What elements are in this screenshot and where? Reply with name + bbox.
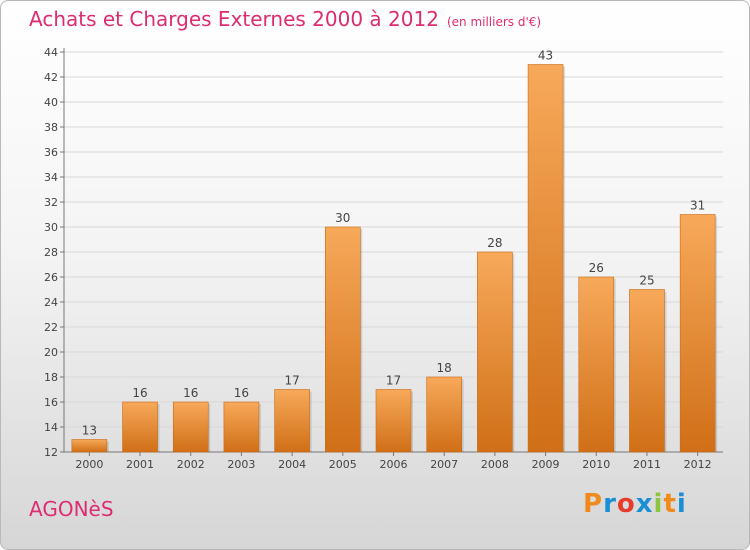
y-tick-label: 18	[44, 371, 58, 384]
y-tick-label: 16	[44, 396, 58, 409]
bar	[375, 389, 412, 453]
data-label: 43	[538, 49, 553, 63]
y-tick-label: 12	[44, 446, 58, 459]
bar	[122, 401, 158, 453]
logo-letter: r	[603, 489, 617, 519]
data-label: 26	[589, 261, 604, 275]
y-tick-label: 34	[44, 171, 58, 184]
bar	[71, 439, 108, 453]
x-tick-label: 2008	[481, 458, 509, 471]
y-tick-label: 42	[44, 71, 58, 84]
x-tick-label: 2012	[684, 458, 712, 471]
data-label: 13	[82, 424, 97, 438]
y-tick-label: 40	[44, 96, 58, 109]
bars	[71, 64, 718, 453]
x-tick-label: 2004	[278, 458, 306, 471]
bar	[679, 214, 716, 453]
chart-title: Achats et Charges Externes 2000 à 2012 (e…	[29, 7, 541, 31]
y-tick-label: 28	[44, 246, 58, 259]
logo-letter: P	[583, 489, 604, 519]
logo-letter: i	[676, 489, 687, 519]
data-label: 17	[386, 374, 401, 388]
x-tick-label: 2006	[380, 458, 408, 471]
title-text: Achats et Charges Externes 2000 à 2012	[29, 7, 439, 31]
y-tick-label: 22	[44, 321, 58, 334]
x-tick-label: 2002	[177, 458, 205, 471]
bar	[578, 276, 615, 453]
bar	[426, 376, 462, 453]
y-tick-label: 20	[44, 346, 58, 359]
y-tick-label: 26	[44, 271, 58, 284]
x-tick-label: 2001	[126, 458, 154, 471]
proxiti-logo: Proxiti	[583, 489, 687, 519]
x-tick-label: 2010	[582, 458, 610, 471]
bar	[223, 401, 260, 453]
logo-letter: i	[653, 489, 664, 519]
labels: 12 14 16 18 20 22 24 26 28 30 32 34 36 38 40 42 44 13 2000…	[44, 46, 712, 471]
bar	[477, 251, 513, 453]
bar	[527, 64, 564, 453]
y-tick-label: 36	[44, 146, 58, 159]
bar	[629, 289, 665, 453]
x-tick-label: 2003	[227, 458, 255, 471]
logo-letter: o	[616, 489, 636, 519]
x-tick-label: 2005	[329, 458, 357, 471]
data-label: 25	[639, 274, 654, 288]
data-label: 16	[183, 386, 198, 400]
logo-letter: t	[663, 489, 677, 519]
x-tick-label: 2011	[633, 458, 661, 471]
bar	[172, 401, 209, 453]
data-label: 18	[437, 361, 452, 375]
y-tick-label: 44	[44, 46, 58, 59]
data-label: 31	[690, 199, 705, 213]
y-tick-label: 24	[44, 296, 58, 309]
y-tick-label: 14	[44, 421, 58, 434]
data-label: 16	[234, 386, 249, 400]
data-label: 17	[284, 374, 299, 388]
bar	[325, 226, 361, 453]
chart-subtitle: (en milliers d'€)	[446, 15, 542, 29]
logo-letter: x	[635, 489, 654, 519]
x-tick-label: 2009	[532, 458, 560, 471]
data-label: 16	[132, 386, 147, 400]
commune-name: AGONèS	[29, 497, 114, 521]
bar	[274, 389, 310, 453]
data-label: 30	[335, 211, 350, 225]
x-tick-label: 2000	[75, 458, 103, 471]
y-tick-label: 30	[44, 221, 58, 234]
y-tick-label: 32	[44, 196, 58, 209]
x-tick-label: 2007	[430, 458, 458, 471]
y-tick-label: 38	[44, 121, 58, 134]
data-label: 28	[487, 236, 502, 250]
